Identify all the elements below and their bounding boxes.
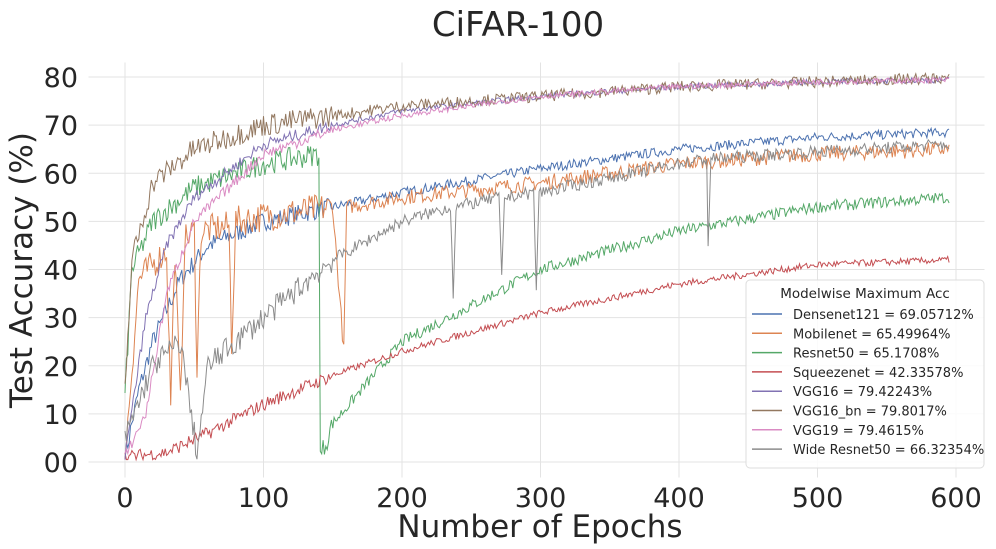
y-tick-label: 20 (44, 352, 78, 383)
legend-title: Modelwise Maximum Acc (780, 286, 950, 302)
legend-entry: VGG16_bn = 79.8017% (793, 405, 947, 420)
y-tick-label: 60 (44, 159, 78, 190)
chart-title: CiFAR-100 (432, 5, 604, 45)
x-tick-label: 300 (515, 483, 567, 514)
y-tick-label: 00 (44, 448, 78, 479)
legend-entry: VGG19 = 79.4615% (793, 424, 924, 439)
y-tick-label: 80 (44, 63, 78, 94)
legend-entry: Mobilenet = 65.49964% (793, 327, 951, 342)
series-line-1 (124, 142, 950, 460)
series-line-7 (124, 138, 950, 460)
y-tick-label: 10 (44, 400, 78, 431)
legend-entry: Squeezenet = 42.33578% (793, 366, 963, 381)
legend-entry: Densenet121 = 69.05712% (793, 308, 974, 323)
x-axis-label: Number of Epochs (397, 509, 682, 545)
y-tick-label: 50 (44, 207, 78, 238)
series-line-3 (124, 255, 950, 462)
legend-entry: Resnet50 = 65.1708% (793, 347, 939, 362)
y-tick-label: 30 (44, 304, 78, 335)
x-tick-label: 0 (116, 483, 133, 514)
x-tick-label: 500 (792, 483, 844, 514)
plot-area (87, 61, 986, 479)
x-tick-label: 600 (930, 483, 982, 514)
y-tick-label: 40 (44, 256, 78, 287)
legend: Modelwise Maximum Acc Densenet121 = 69.0… (745, 279, 985, 469)
x-tick-label: 400 (653, 483, 705, 514)
y-axis-label: Test Accuracy (%) (4, 132, 40, 409)
legend-entry: VGG16 = 79.42243% (793, 385, 932, 400)
series-line-6 (124, 76, 950, 456)
x-tick-label: 200 (376, 483, 428, 514)
series-line-0 (124, 126, 950, 460)
y-tick-label: 70 (44, 111, 78, 142)
legend-entry: Wide Resnet50 = 66.32354% (793, 443, 984, 458)
x-tick-label: 100 (238, 483, 290, 514)
